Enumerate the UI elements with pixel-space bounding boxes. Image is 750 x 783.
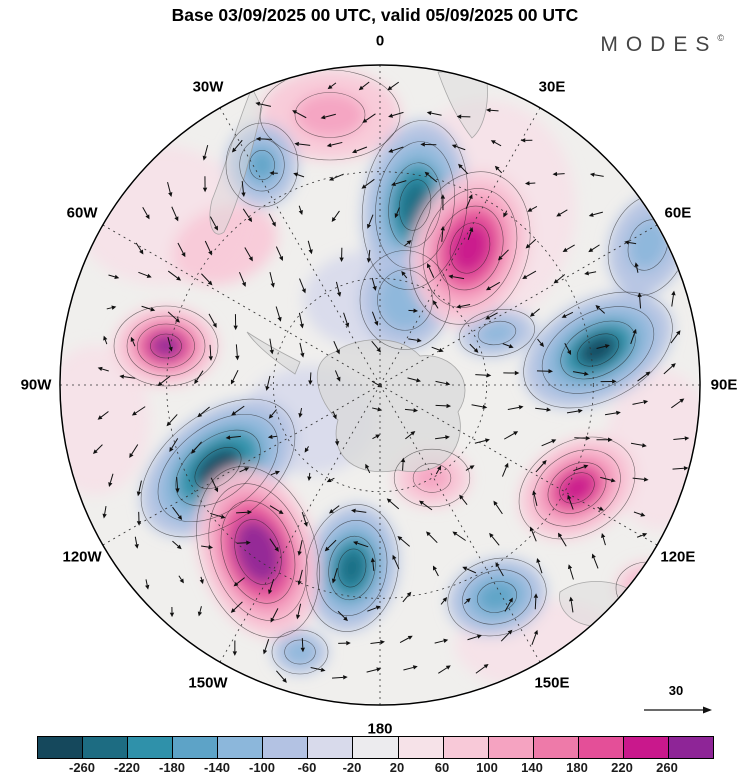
colorbar-cell (533, 737, 579, 758)
map-boundary (59, 64, 701, 706)
lon-label: 90W (21, 377, 53, 394)
colorbar-tick-label: 180 (566, 760, 588, 775)
colorbar-tick-label: 100 (476, 760, 498, 775)
colorbar-cell (398, 737, 444, 758)
lon-label: 60E (665, 205, 692, 222)
colorbar-tick-label: 140 (521, 760, 543, 775)
colorbar-cell (488, 737, 534, 758)
reference-vector-arrow-icon (703, 706, 712, 714)
colorbar-tick-label: -20 (342, 760, 362, 775)
colorbar-cell (668, 737, 713, 758)
anomaly-map: 0 30E 60E 90E 120E 150E 180 150W 120W 90W 60W 30W 30 (21, 33, 738, 736)
colorbar-cell (128, 737, 174, 758)
colorbar-cell (263, 737, 309, 758)
reference-vector: 30 (644, 683, 712, 714)
lon-label: 60W (67, 205, 99, 222)
colorbar-tick-label: -260 (68, 760, 96, 775)
lon-label: 180 (367, 721, 392, 736)
lon-label: 30W (193, 79, 225, 96)
wind-vector-field (92, 81, 690, 683)
longitude-labels: 0 30E 60E 90E 120E 150E 180 150W 120W 90W 60W 30W (21, 33, 738, 736)
colorbar-tick-label: -100 (248, 760, 276, 775)
colorbar-tick-label: 220 (611, 760, 633, 775)
lon-label: 120E (660, 549, 695, 566)
modes-logo-text: MODES (600, 33, 718, 56)
colorbar-cell (38, 737, 84, 758)
colorbar-tick-label: -60 (297, 760, 317, 775)
colorbar-tick-label: 260 (656, 760, 678, 775)
colorbar (37, 736, 714, 759)
graticule (60, 65, 700, 705)
chart-title: Base 03/09/2025 00 UTC, valid 05/09/2025… (171, 5, 579, 25)
map-interior (61, 66, 699, 704)
colorbar-cell (173, 737, 219, 758)
colorbar-cell (623, 737, 669, 758)
lon-label: 120W (62, 549, 102, 566)
lon-label: 0 (376, 33, 384, 50)
colorbar-tick-label: -180 (158, 760, 186, 775)
lon-label: 90E (711, 377, 738, 394)
colorbar-cell (443, 737, 489, 758)
colorbar-cell (218, 737, 264, 758)
land-outlines (209, 71, 636, 627)
contour-lines (113, 69, 689, 675)
colorbar-tick-label: -140 (203, 760, 231, 775)
modes-logo: MODES© (600, 33, 724, 57)
lon-label: 30E (539, 79, 566, 96)
colorbar-cell (308, 737, 354, 758)
copyright-mark: © (717, 33, 724, 43)
colorbar-cell (83, 737, 129, 758)
lon-label: 150W (188, 674, 228, 691)
colorbar-tick-label: 60 (434, 760, 450, 775)
lon-label: 150E (534, 674, 569, 691)
reference-vector-value: 30 (669, 683, 683, 698)
colorbar-tick-label: -220 (113, 760, 141, 775)
colorbar-cell (353, 737, 399, 758)
anomaly-fill-field (61, 70, 699, 690)
colorbar-cell (578, 737, 624, 758)
colorbar-tick-label: 20 (389, 760, 405, 775)
